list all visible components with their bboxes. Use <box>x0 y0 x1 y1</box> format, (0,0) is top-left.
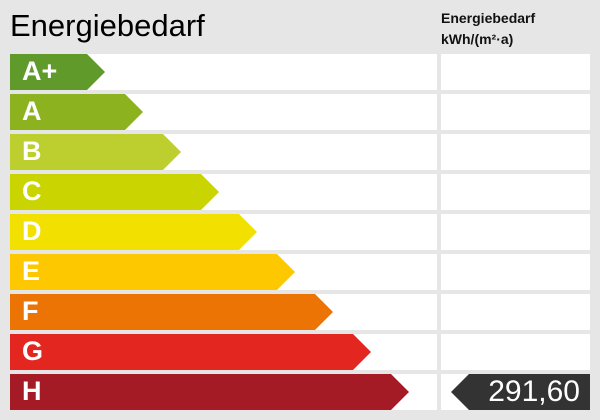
value-cell <box>441 334 590 370</box>
column-header-unit: kWh/(m²·a) <box>441 31 514 47</box>
class-label: D <box>22 216 42 246</box>
value-cell <box>441 94 590 130</box>
class-row-D: D <box>10 214 437 250</box>
class-label: H <box>22 376 42 406</box>
class-bar: F <box>10 294 333 330</box>
column-header: Energiebedarf kWh/(m²·a) <box>441 8 535 50</box>
class-row-G: G <box>10 334 437 370</box>
class-label: B <box>22 136 42 166</box>
value-cell <box>441 54 590 90</box>
class-row-A+: A+ <box>10 54 437 90</box>
class-row-A: A <box>10 94 437 130</box>
class-row-C: C <box>10 174 437 210</box>
class-bar: A <box>10 94 143 130</box>
current-value: 291,60 <box>488 375 580 408</box>
value-cell: 291,60 <box>441 374 590 410</box>
class-label: G <box>22 336 44 366</box>
class-bar: D <box>10 214 257 250</box>
class-bar: G <box>10 334 371 370</box>
value-cell <box>441 294 590 330</box>
class-row-E: E <box>10 254 437 290</box>
class-label: E <box>22 256 41 286</box>
class-label: A+ <box>22 56 58 86</box>
value-cell <box>441 134 590 170</box>
class-bar: C <box>10 174 219 210</box>
class-row-B: B <box>10 134 437 170</box>
class-row-H: H <box>10 374 437 410</box>
class-bar: B <box>10 134 181 170</box>
label-title: Energiebedarf <box>10 8 205 43</box>
class-label: A <box>22 96 42 126</box>
class-label: C <box>22 176 42 206</box>
value-cell <box>441 254 590 290</box>
current-value-marker: 291,60 <box>451 374 590 410</box>
class-bar: H <box>10 374 409 410</box>
column-header-line1: Energiebedarf <box>441 10 536 26</box>
class-label: F <box>22 296 39 326</box>
value-cell <box>441 174 590 210</box>
class-row-F: F <box>10 294 437 330</box>
value-cell <box>441 214 590 250</box>
class-bar: A+ <box>10 54 105 90</box>
class-bar: E <box>10 254 295 290</box>
